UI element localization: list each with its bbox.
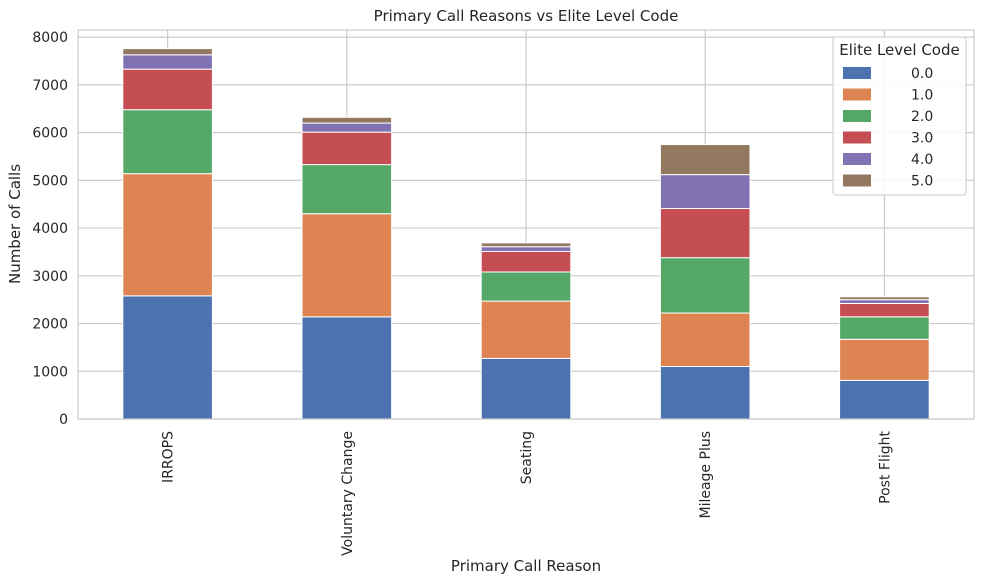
legend-swatch — [843, 153, 871, 165]
bar-segment — [122, 54, 213, 70]
y-tick-label: 0 — [59, 412, 68, 428]
x-tick-labels: IRROPS Voluntary Change Seating Mileage Plu… — [161, 430, 894, 555]
bar-segment — [839, 299, 930, 304]
bar-segment — [659, 312, 751, 367]
legend-swatch — [843, 174, 871, 187]
y-tick-label: 7000 — [32, 78, 68, 94]
legend-label: 1.0 — [911, 88, 933, 104]
bar-segment — [839, 316, 930, 340]
y-tick-label: 8000 — [32, 30, 68, 46]
x-tick-label: Seating — [519, 431, 535, 484]
y-tick-label: 3000 — [32, 269, 68, 285]
bar-segment — [480, 357, 572, 420]
bar-segment — [480, 271, 572, 302]
bar-segment — [122, 173, 213, 297]
y-tick-label: 5000 — [32, 173, 68, 189]
bar-segment — [301, 122, 393, 133]
plot-frame — [77, 29, 975, 420]
x-tick-label: Mileage Plus — [698, 431, 714, 519]
bar-segment — [480, 300, 572, 359]
legend-swatch — [843, 131, 871, 144]
bar-segment — [122, 68, 213, 111]
bar-segment — [480, 250, 572, 273]
x-tick-label: Post Flight — [877, 430, 893, 503]
bar-segment — [122, 48, 213, 56]
legend-items: 0.0 1.0 2.0 3.0 4.0 5.0 — [843, 66, 933, 190]
plot-border — [77, 29, 975, 420]
legend-label: 4.0 — [911, 152, 933, 168]
bar-segment — [839, 338, 930, 381]
bar-segment — [659, 365, 751, 420]
bar-segment — [301, 164, 393, 215]
bar-segment — [301, 131, 393, 166]
x-tick-label: IRROPS — [161, 431, 177, 483]
bar-segment — [122, 109, 213, 175]
bar-segment — [480, 242, 572, 248]
bar-segment — [659, 208, 751, 259]
bar-segment — [839, 379, 930, 420]
x-tick-label: Voluntary Change — [340, 431, 356, 556]
bar-segment — [839, 302, 930, 318]
bar-segment — [659, 174, 751, 210]
bar-segment — [301, 116, 393, 124]
legend-swatch — [843, 88, 871, 101]
bar-segment — [659, 257, 751, 314]
chart-title: Primary Call Reasons vs Elite Level Code — [374, 7, 679, 25]
bar-segment — [659, 144, 751, 176]
legend-label: 5.0 — [911, 174, 933, 190]
legend-title: Elite Level Code — [839, 41, 959, 59]
bar-segment — [301, 213, 393, 318]
y-tick-label: 2000 — [32, 317, 68, 333]
bars — [122, 48, 930, 420]
legend-label: 3.0 — [911, 131, 933, 147]
y-tick-label: 4000 — [32, 221, 68, 237]
legend-swatch — [843, 67, 871, 79]
y-tick-label: 1000 — [32, 364, 68, 380]
bar-segment — [839, 296, 930, 301]
y-tick-label: 6000 — [32, 126, 68, 142]
y-tick-labels: 0 1000 2000 3000 4000 5000 6000 7000 8000 — [32, 30, 68, 428]
legend-label: 2.0 — [911, 109, 933, 125]
bar-segment — [480, 246, 572, 252]
legend-swatch — [843, 110, 871, 122]
bar-segment — [301, 316, 393, 420]
legend-label: 0.0 — [911, 66, 933, 82]
bar-segment — [122, 295, 213, 420]
legend: Elite Level Code 0.0 1.0 2.0 3.0 4.0 5.0 — [832, 36, 967, 196]
x-axis-label: Primary Call Reason — [451, 557, 601, 575]
y-axis-label: Number of Calls — [6, 164, 24, 284]
